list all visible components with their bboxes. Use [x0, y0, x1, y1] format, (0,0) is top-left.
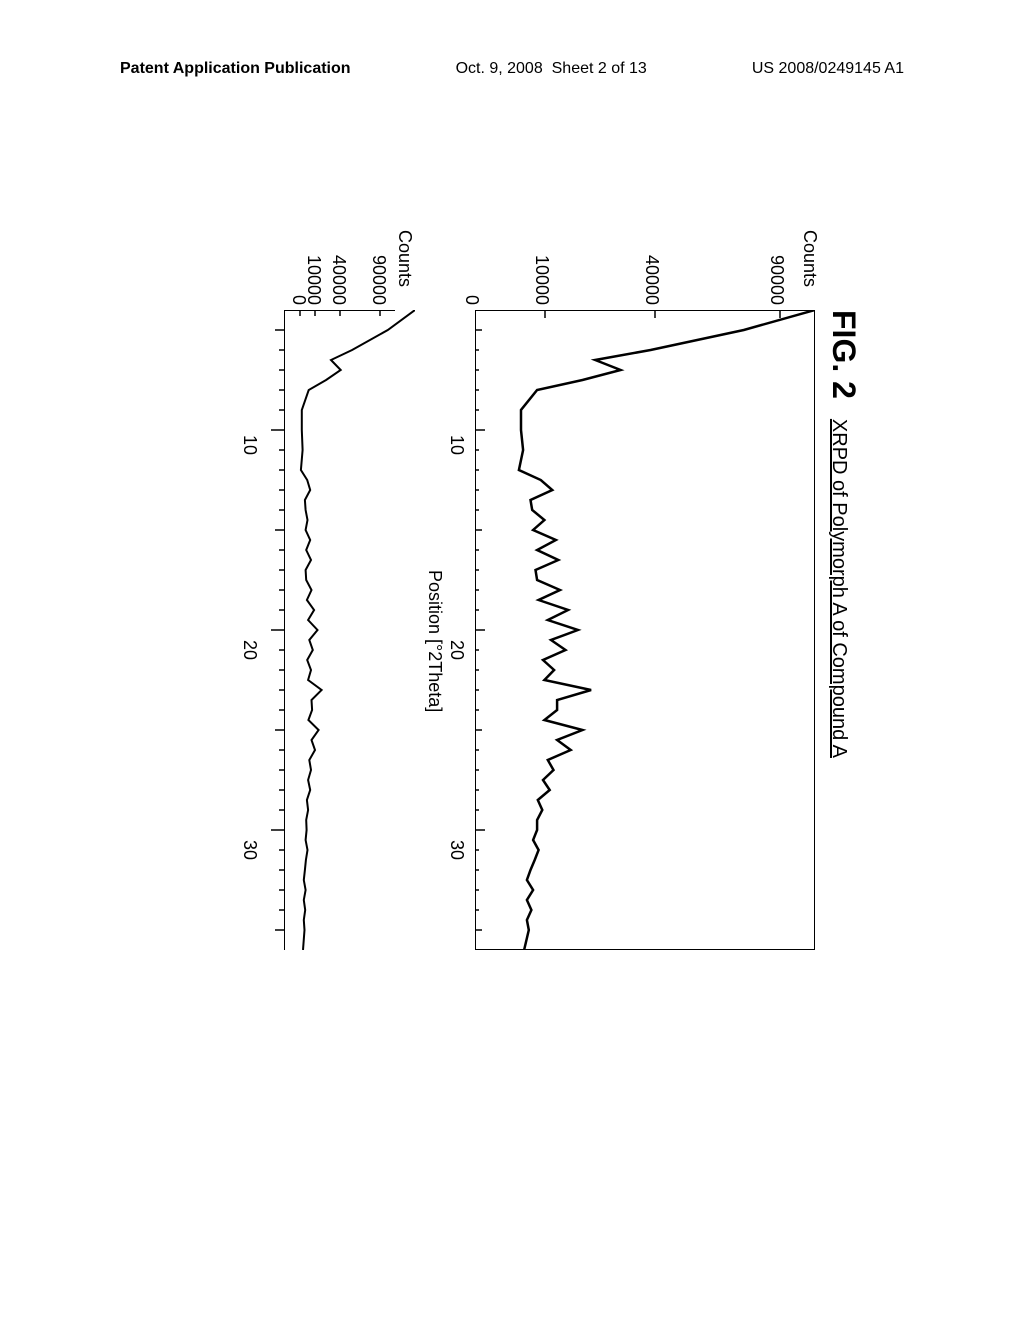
figure-container: FIG. 2 XRPD of Polymorph A of Compound A…: [162, 210, 862, 1110]
publication-number: US 2008/0249145 A1: [752, 60, 904, 78]
x-tick-label: 20: [446, 635, 467, 665]
x-tick-label: 30: [239, 835, 260, 865]
small-y-axis-label: Counts: [394, 230, 415, 287]
x-tick-label: 20: [239, 635, 260, 665]
y-tick-label: 10000: [531, 235, 552, 305]
x-axis-label: Position [°2Theta]: [424, 570, 445, 712]
chart-wrapper: Counts 90000 40000 10000 0 10 20 30 Posi…: [285, 210, 815, 1110]
main-chart-svg: [475, 310, 815, 950]
x-tick-label: 10: [239, 430, 260, 460]
main-chart: Counts 90000 40000 10000 0 10 20 30 Posi…: [475, 310, 815, 1110]
figure-title-row: FIG. 2 XRPD of Polymorph A of Compound A: [825, 310, 862, 1110]
main-y-axis-label: Counts: [799, 230, 820, 287]
small-chart-svg: [285, 310, 415, 950]
y-tick-label: 40000: [328, 235, 349, 305]
x-tick-label: 30: [446, 835, 467, 865]
x-tick-label: 10: [446, 430, 467, 460]
small-x-axis-ticks: [260, 310, 285, 950]
figure-label: FIG. 2: [825, 310, 862, 399]
y-tick-label: 90000: [368, 235, 389, 305]
figure-title: XRPD of Polymorph A of Compound A: [827, 419, 850, 758]
page-header: Patent Application Publication Oct. 9, 2…: [0, 0, 1024, 98]
y-tick-label: 40000: [641, 235, 662, 305]
y-tick-label: 90000: [766, 235, 787, 305]
y-tick-label: 0: [461, 235, 482, 305]
small-chart: Counts 90000 40000 10000 0 10 20 30: [285, 310, 415, 1110]
publication-label: Patent Application Publication: [120, 60, 351, 78]
y-tick-label: 0: [288, 235, 309, 305]
publication-date: Oct. 9, 2008 Sheet 2 of 13: [456, 60, 647, 78]
